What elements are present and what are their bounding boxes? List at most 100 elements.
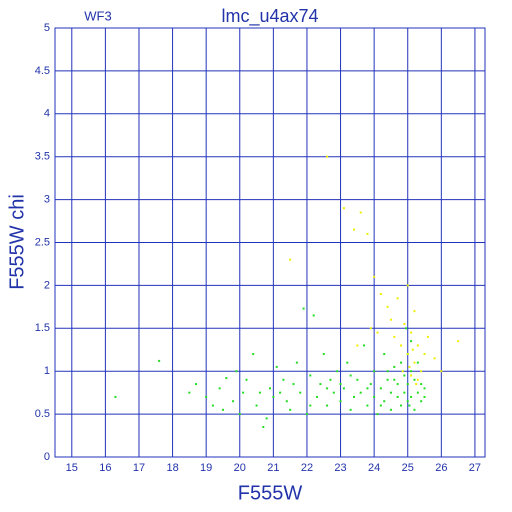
point — [433, 357, 436, 360]
point — [457, 340, 460, 343]
point — [400, 344, 403, 347]
point — [440, 370, 443, 373]
point — [282, 378, 285, 381]
point — [114, 395, 117, 398]
point — [269, 387, 271, 390]
x-tick-label: 19 — [200, 462, 212, 474]
point — [326, 155, 329, 158]
x-tick-label: 27 — [469, 462, 481, 474]
point — [369, 383, 372, 386]
point — [265, 417, 268, 420]
x-tick-label: 20 — [234, 462, 246, 474]
point — [322, 353, 325, 356]
point — [413, 378, 416, 381]
point — [302, 307, 305, 310]
point — [356, 344, 359, 347]
point — [369, 327, 372, 330]
point — [376, 331, 379, 334]
point — [312, 314, 315, 317]
point — [423, 353, 426, 356]
point — [389, 318, 392, 321]
point — [359, 211, 362, 214]
point — [400, 404, 403, 407]
point — [366, 232, 369, 235]
chart-title: lmc_u4ax74 — [221, 6, 318, 27]
plot-frame — [54, 27, 486, 458]
point — [211, 404, 214, 407]
point — [408, 365, 411, 368]
y-tick-label: 2 — [44, 279, 50, 291]
point — [416, 361, 419, 364]
point — [309, 404, 312, 407]
point — [373, 395, 376, 398]
y-tick-label: 3 — [44, 194, 50, 206]
y-tick-label: 1 — [44, 365, 50, 377]
point — [408, 404, 411, 407]
point — [225, 377, 228, 380]
y-tick-label: 3.5 — [35, 151, 50, 163]
point — [420, 383, 423, 386]
point — [235, 370, 238, 373]
point — [416, 344, 419, 347]
point — [305, 413, 308, 416]
point — [410, 331, 413, 334]
point — [386, 378, 389, 381]
point — [396, 383, 399, 386]
point — [379, 404, 382, 407]
point — [255, 404, 258, 407]
point — [366, 404, 369, 407]
point — [326, 404, 329, 407]
point — [262, 425, 265, 428]
point — [410, 395, 413, 398]
y-tick-label: 5 — [44, 22, 50, 34]
point — [205, 395, 208, 398]
point — [366, 387, 369, 390]
point — [386, 370, 389, 373]
point — [346, 361, 349, 364]
point — [258, 391, 261, 394]
point — [413, 310, 416, 313]
point — [406, 353, 409, 356]
y-tick-label: 4.5 — [35, 65, 50, 77]
point — [403, 323, 406, 326]
y-tick-label: 2.5 — [35, 236, 50, 248]
point — [406, 400, 409, 403]
point — [386, 305, 389, 308]
x-axis-label: F555W — [238, 482, 303, 504]
point — [400, 361, 403, 364]
point — [292, 383, 295, 386]
point — [396, 297, 399, 300]
point — [232, 400, 235, 403]
point — [403, 374, 406, 377]
point — [426, 335, 429, 338]
point — [285, 400, 288, 403]
x-tick-label: 17 — [133, 462, 145, 474]
point — [158, 359, 161, 362]
point — [410, 370, 413, 373]
point — [295, 361, 298, 364]
point — [415, 383, 418, 386]
point — [188, 391, 191, 394]
point — [275, 365, 278, 368]
y-tick-label: 0 — [44, 451, 50, 463]
point — [221, 408, 224, 411]
point — [379, 387, 382, 390]
point — [238, 413, 241, 416]
point — [339, 383, 342, 386]
x-tick-label: 16 — [99, 462, 111, 474]
x-tick-label: 23 — [334, 462, 346, 474]
point — [413, 408, 416, 411]
point — [342, 207, 345, 210]
x-tick-label: 18 — [166, 462, 178, 474]
point — [393, 365, 396, 368]
chip-label: WF3 — [84, 8, 111, 23]
point — [289, 408, 292, 411]
y-axis-label: F555W chi — [6, 194, 28, 290]
point — [252, 353, 255, 356]
point — [299, 391, 302, 394]
point — [339, 400, 342, 403]
point — [416, 391, 419, 394]
point — [319, 383, 322, 386]
